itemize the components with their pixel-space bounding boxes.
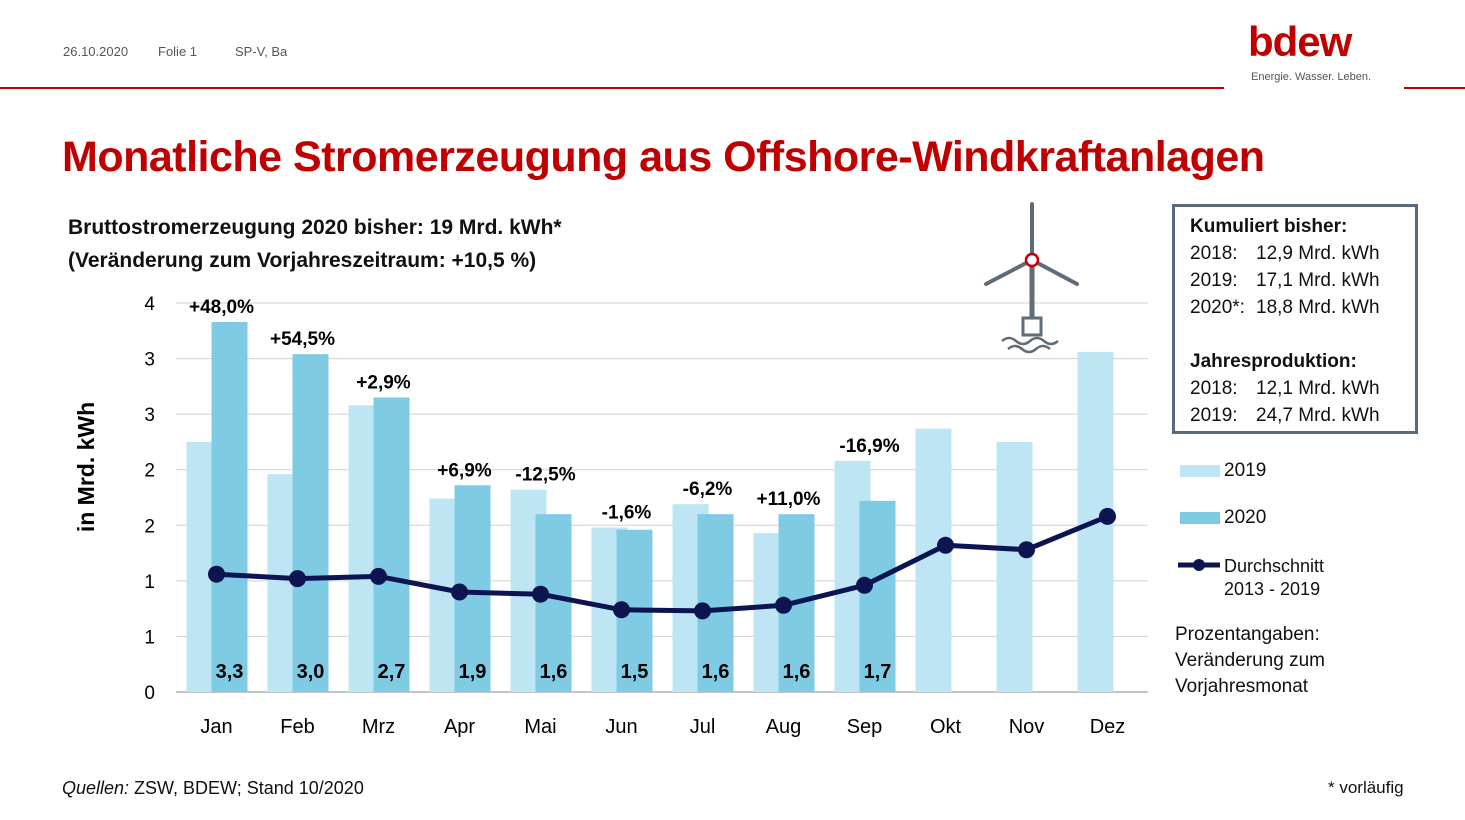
y-tick-label: 4 [144,294,155,315]
y-tick-label: 2 [144,461,155,482]
bar-2020 [211,321,248,692]
x-tick-label: Feb [280,716,314,738]
legend-swatch-2019 [1180,465,1220,477]
wind-turbine-icon [984,202,1079,354]
info-heading-annual: Jahresproduktion: [1190,351,1357,372]
y-tick-label: 1 [144,627,155,648]
change-label: -1,6% [602,503,652,524]
bdew-logo: bdew Energie. Wasser. Leben. [1248,18,1383,90]
data-label-2020: 1,5 [621,661,649,683]
legend-label-2020: 2020 [1224,507,1267,528]
x-tick-label: Mrz [362,716,395,738]
preliminary-note: * vorläufig [1328,778,1404,797]
data-label-2020: 1,6 [783,661,811,683]
x-tick-label: Okt [930,716,962,738]
average-point [451,583,468,601]
average-series-line [216,514,1109,614]
cumulative-info-box: Kumuliert bisher: 2018: 12,9 Mrd. kWh 201… [1172,204,1418,434]
x-tick-label: Jul [690,716,716,738]
average-point [370,567,387,585]
header-slide-number: Folie 1 [158,44,198,59]
bar-2019 [996,441,1033,692]
header-rule-left [0,87,1224,89]
average-point [694,602,711,620]
legend-label-average: Durchschnitt 2013 - 2019 [1224,556,1325,599]
data-label-2020: 1,9 [459,661,487,683]
average-point [208,565,225,583]
legend-swatch-average [1178,559,1220,571]
percentage-note: Prozentangaben: Veränderung zum Vorjahre… [1175,624,1325,697]
x-tick-label: Sep [847,716,883,738]
y-tick-label: 3 [144,350,155,371]
source-note: Quellen: ZSW, BDEW; Stand 10/2020 [62,778,364,798]
info-row: 2018: 12,1 Mrd. kWh [1190,378,1380,399]
logo-tagline: Energie. Wasser. Leben. [1251,71,1372,83]
average-point [937,536,954,554]
y-tick-label: 1 [144,572,155,593]
x-tick-label: Jan [200,716,232,738]
header-author: SP-V, Ba [235,44,288,59]
x-tick-label: Nov [1009,716,1045,738]
average-point [532,585,549,603]
average-point [856,576,873,594]
change-label: -16,9% [839,436,899,457]
change-label: -6,2% [683,479,733,500]
y-axis-ticks: 0 1 1 2 2 3 3 4 [144,294,155,704]
change-label: +48,0% [189,297,254,318]
average-line [208,507,1116,620]
x-tick-label: Jun [605,716,637,738]
chart-gridlines [176,302,1148,693]
bar-2020 [373,397,410,692]
info-row: 2018: 12,9 Mrd. kWh [1190,243,1380,264]
x-axis-ticks: Jan Feb Mrz Apr Mai Jun Jul Aug Sep Okt Nov Dez [200,716,1125,738]
change-label: +2,9% [356,372,411,393]
info-row: 2019: 24,7 Mrd. kWh [1190,405,1380,426]
info-row: 2020*: 18,8 Mrd. kWh [1190,297,1380,318]
average-point [613,601,630,619]
x-tick-label: Mai [524,716,556,738]
data-label-2020: 2,7 [378,661,406,683]
info-heading-cumulative: Kumuliert bisher: [1190,216,1348,237]
data-label-2020: 3,0 [297,661,325,683]
change-label: +54,5% [270,329,335,350]
y-axis-label: in Mrd. kWh [73,402,99,532]
x-tick-label: Apr [444,716,475,738]
change-label: +11,0% [757,489,821,510]
legend-swatch-2020 [1180,512,1220,524]
legend-label-2019: 2019 [1224,460,1267,481]
subtitle-line1: Bruttostromerzeugung 2020 bisher: 19 Mrd… [68,216,562,239]
slide-title: Monatliche Stromerzeugung aus Offshore-W… [62,133,1265,181]
bar-2019 [915,428,952,692]
logo-word: bdew [1248,18,1352,65]
bar-2020 [292,354,329,692]
average-point [775,596,792,614]
y-tick-label: 0 [144,683,155,704]
average-point [289,570,306,588]
average-point [1099,507,1116,525]
data-labels: 3,3 3,0 2,7 1,9 1,6 1,5 1,6 1,6 1,7 +48,0% +54,5% +… [189,297,900,683]
x-tick-label: Dez [1090,716,1126,738]
data-label-2020: 1,6 [702,661,730,683]
average-point [1018,541,1035,559]
x-tick-label: Aug [766,716,802,738]
bar-2020 [535,514,572,692]
header-date: 26.10.2020 [63,44,129,59]
data-label-2020: 1,7 [864,661,892,683]
data-label-2020: 3,3 [216,661,244,683]
header-rule-right [1404,87,1465,89]
info-row: 2019: 17,1 Mrd. kWh [1190,270,1380,291]
bar-2020 [859,500,896,692]
y-tick-label: 3 [144,405,155,426]
y-tick-label: 2 [144,516,155,537]
subtitle-line2: (Veränderung zum Vorjahreszeitraum: +10,… [68,249,537,272]
data-label-2020: 1,6 [540,661,568,683]
change-label: +6,9% [437,460,492,481]
change-label: -12,5% [515,465,575,486]
